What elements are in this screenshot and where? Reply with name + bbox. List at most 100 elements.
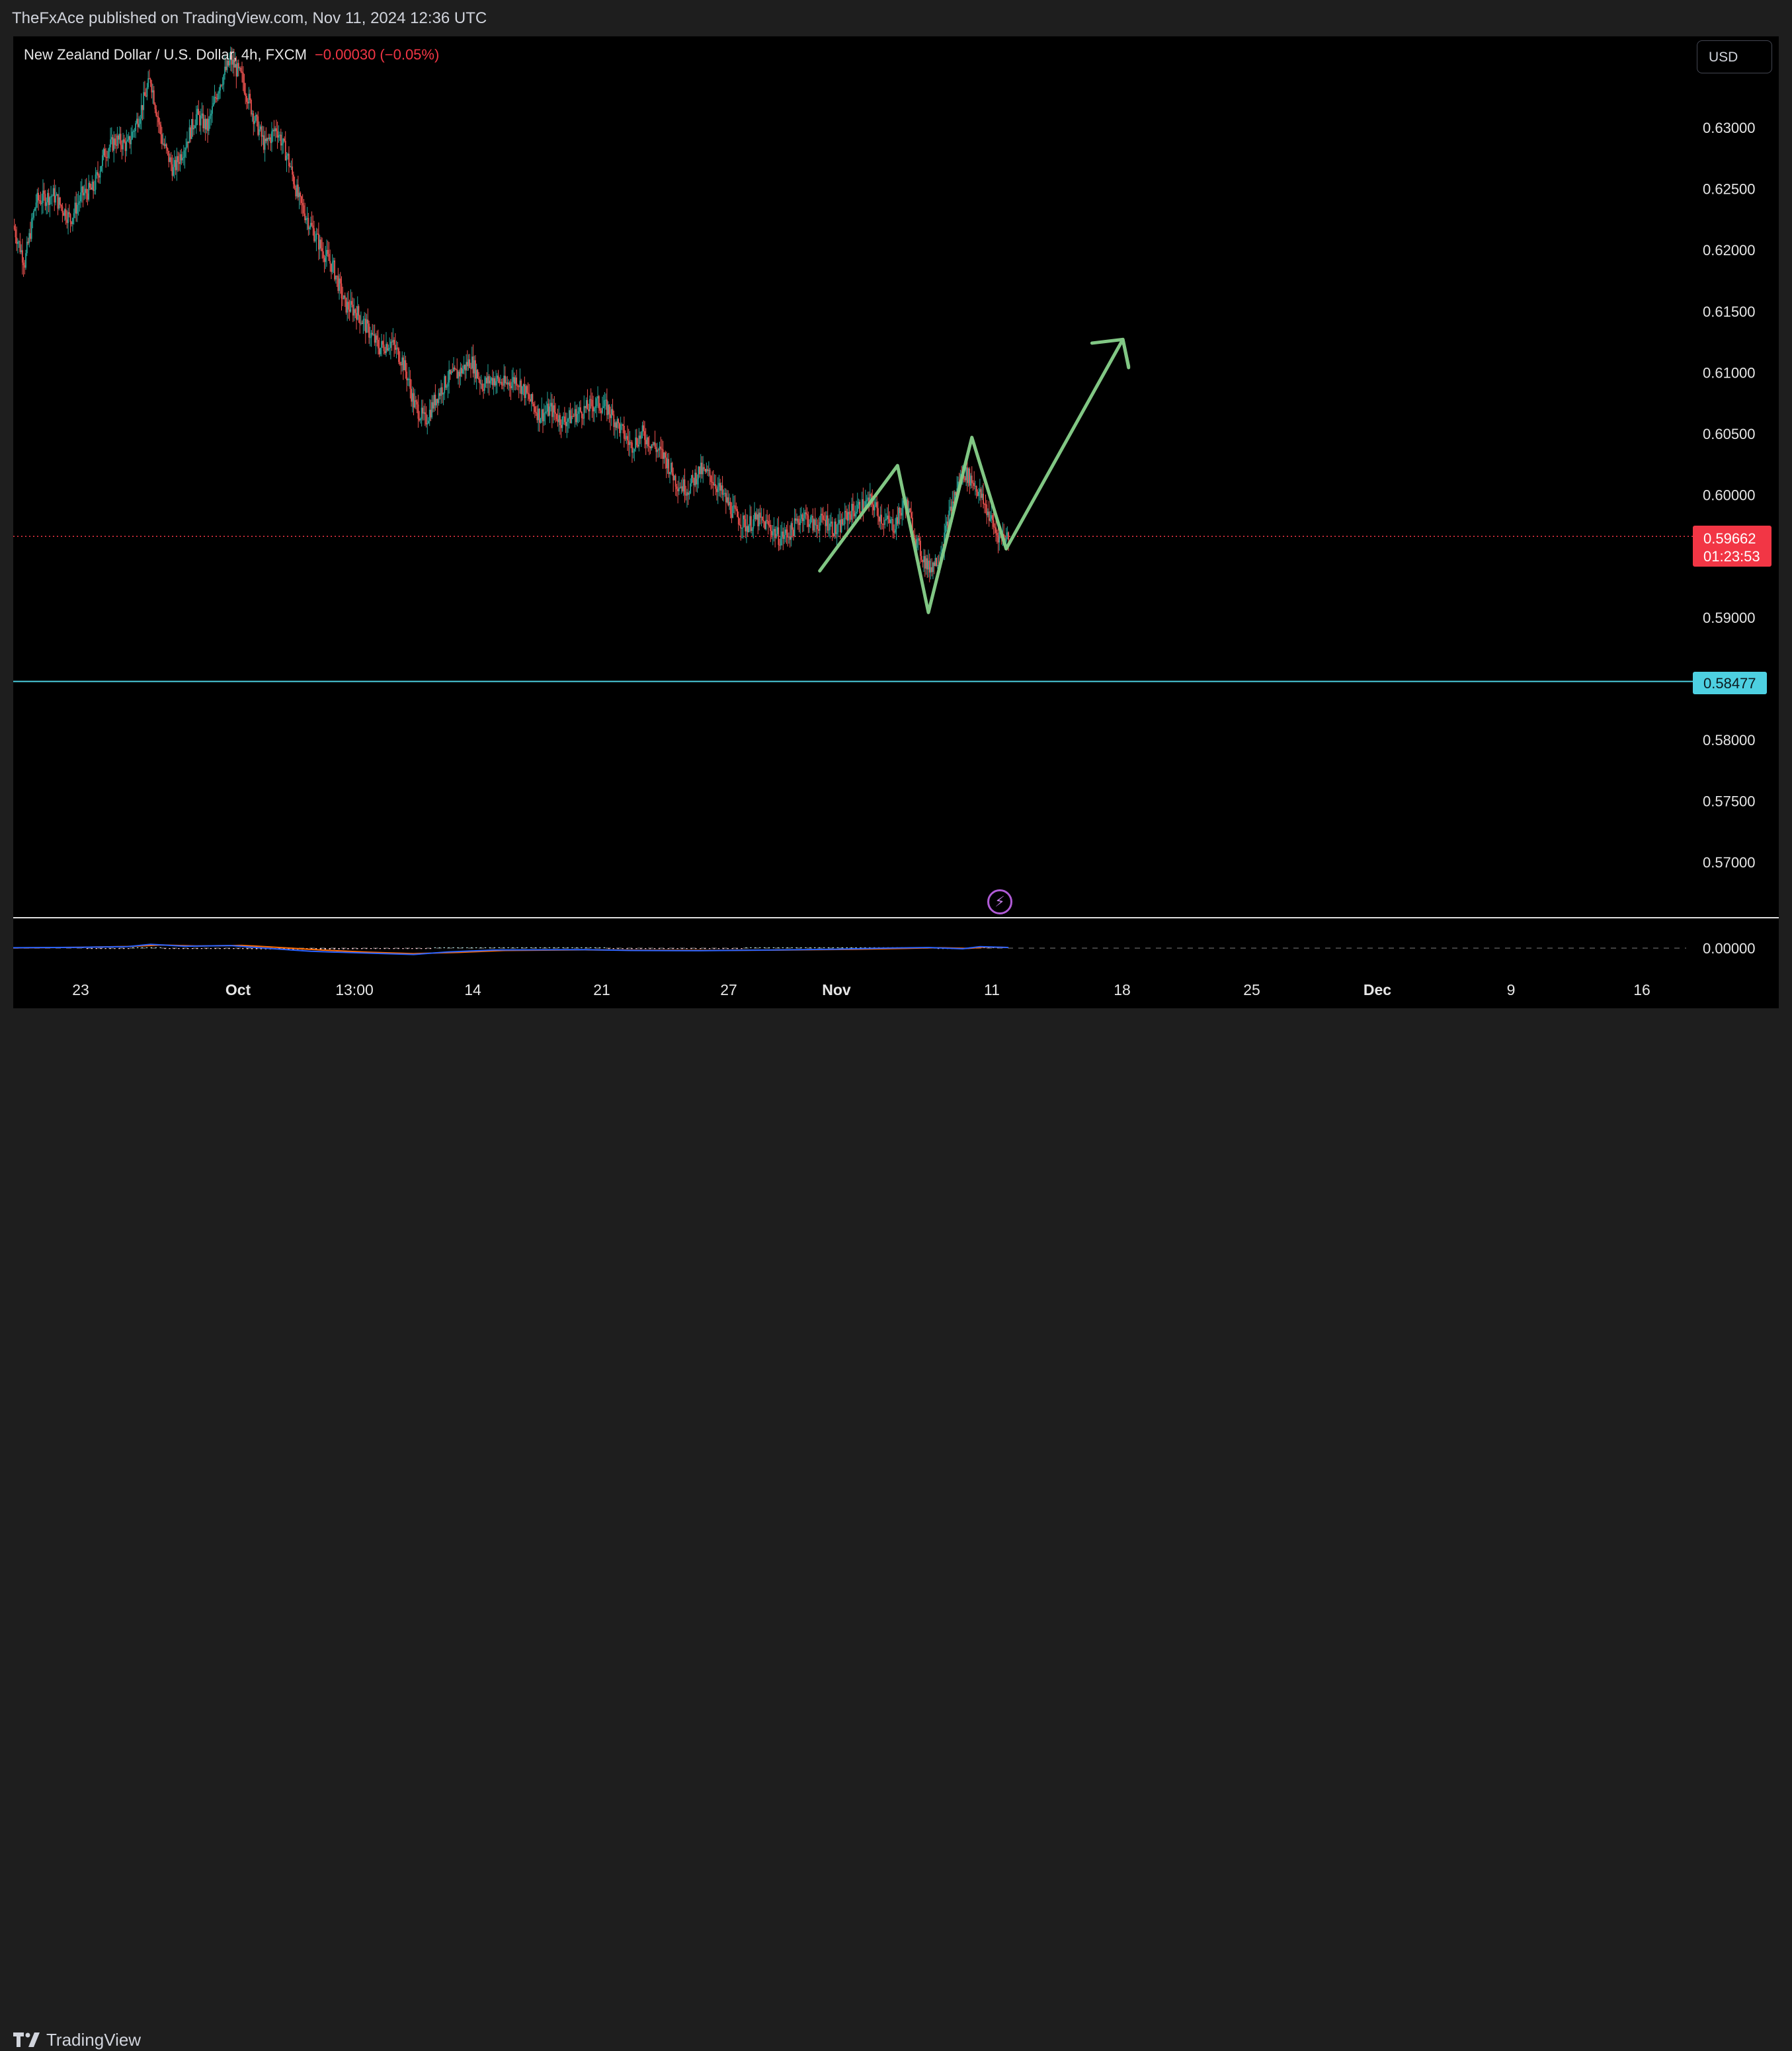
candle-body: [24, 264, 26, 268]
lightning-icon[interactable]: ⚡: [987, 889, 1012, 914]
candle-body: [665, 458, 667, 469]
candle-body: [311, 223, 313, 226]
time-axis[interactable]: 23 Oct 13:00 14 21 27 Nov 11 18 25 Dec 9 16: [72, 981, 1650, 998]
candle-body: [517, 385, 518, 387]
candle-body: [754, 512, 755, 520]
candle-body: [923, 556, 924, 563]
candle-body: [886, 515, 888, 520]
candle-body: [390, 341, 391, 348]
candle-body: [343, 295, 345, 300]
candle-body: [479, 380, 481, 384]
candle-body: [413, 393, 415, 408]
price-axis-label: 0.63000: [1703, 120, 1756, 136]
candle-body: [259, 129, 260, 136]
candle-body: [530, 393, 532, 402]
candle-body: [284, 138, 285, 141]
candle-body: [124, 142, 126, 151]
candle-body: [869, 494, 871, 504]
histogram-bar: [86, 948, 89, 949]
candle-body: [102, 149, 104, 155]
candle-body: [342, 298, 344, 300]
histogram-bar: [700, 948, 702, 949]
candle-body: [651, 444, 653, 448]
candle-body: [187, 141, 189, 143]
candle-body: [165, 144, 166, 146]
histogram-bar: [526, 947, 528, 948]
candle-body: [944, 532, 946, 550]
candle-body: [846, 512, 848, 521]
candle-body: [653, 442, 655, 445]
candle-body: [347, 302, 349, 310]
currency-button[interactable]: USD: [1697, 40, 1772, 73]
price-axis[interactable]: 0.63000 0.62500 0.62000 0.61500 0.61000 0.605…: [1703, 120, 1756, 871]
candle-body: [142, 104, 143, 110]
candle-body: [901, 508, 903, 516]
candle-body: [713, 484, 715, 485]
tradingview-logo[interactable]: TradingView: [13, 2029, 141, 2051]
time-axis-label: Oct: [225, 981, 251, 998]
candle-body: [408, 378, 410, 380]
histogram-bar: [548, 947, 551, 948]
candle-body: [237, 63, 238, 77]
candle-body: [331, 262, 333, 272]
candle-body: [814, 519, 816, 526]
histogram-bar: [791, 947, 793, 948]
histogram-bar: [475, 947, 477, 948]
candle-body: [624, 438, 626, 440]
candle-body: [787, 532, 789, 538]
histogram-bar: [415, 948, 418, 949]
histogram-bar: [374, 948, 377, 949]
histogram-bar: [443, 947, 445, 948]
candle-body: [49, 197, 51, 206]
candle-body: [645, 440, 647, 445]
candle-body: [710, 475, 712, 482]
candle-body: [99, 171, 101, 178]
candle-body: [918, 538, 920, 541]
candle-body: [511, 382, 513, 389]
candle-body: [154, 104, 156, 110]
symbol-legend[interactable]: New Zealand Dollar / U.S. Dollar, 4h, FX…: [24, 46, 439, 63]
histogram-bar: [937, 948, 940, 949]
candle-body: [836, 532, 838, 534]
histogram-bar: [434, 947, 436, 948]
candle-body: [593, 408, 595, 412]
candle-body: [268, 137, 270, 140]
candle-body: [795, 518, 797, 521]
candle-body: [470, 368, 471, 369]
candle-body: [745, 519, 747, 532]
candle-body: [438, 393, 440, 403]
candle-body: [423, 412, 425, 414]
candle-body: [309, 227, 310, 229]
price-axis-label: 0.58000: [1703, 732, 1756, 748]
candle-body: [295, 188, 297, 196]
candle-body: [917, 538, 919, 540]
histogram-bar: [214, 948, 216, 949]
candle-body: [782, 531, 784, 540]
candle-body: [569, 410, 571, 423]
candle-body: [971, 475, 973, 483]
candle-body: [440, 387, 442, 396]
price-axis-label: 0.57500: [1703, 793, 1756, 810]
candle-body: [485, 378, 487, 383]
time-axis-label: 25: [1243, 981, 1260, 998]
candle-body: [887, 515, 889, 520]
candle-body: [227, 60, 229, 65]
candle-body: [845, 510, 847, 512]
candle-body: [646, 437, 648, 445]
candle-body: [419, 419, 421, 421]
candle-body: [405, 360, 407, 372]
candle-body: [680, 486, 682, 489]
candle-body: [101, 166, 102, 171]
candle-body: [375, 335, 377, 343]
candle-body: [57, 194, 59, 209]
candle-body: [505, 382, 507, 383]
candle-body: [600, 411, 602, 413]
price-chart[interactable]: 0.63000 0.62500 0.62000 0.61500 0.61000 0.605…: [0, 0, 1792, 1055]
candle-body: [186, 141, 188, 147]
candle-body: [687, 492, 689, 495]
candle-body: [954, 492, 956, 503]
candle-body: [534, 406, 536, 412]
candle-body: [998, 532, 1000, 543]
candle-body: [512, 377, 514, 382]
candle-body: [695, 472, 697, 485]
